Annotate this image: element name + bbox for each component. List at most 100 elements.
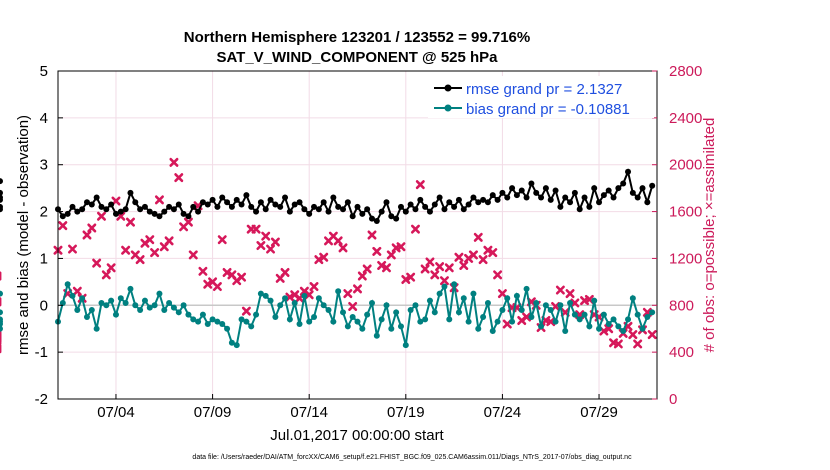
obs-marker [212, 282, 222, 292]
obs-marker-stroke [444, 263, 454, 273]
bias-point [204, 321, 211, 328]
rmse-point [262, 206, 269, 213]
obs-marker-stroke [377, 260, 387, 270]
obs-marker-stroke [198, 266, 208, 276]
obs-marker [454, 252, 464, 262]
y-right-tick-label: 800 [669, 297, 694, 314]
bias-point [591, 297, 598, 304]
obs-marker-stroke [111, 196, 121, 206]
bias-point [79, 295, 86, 302]
grid [58, 70, 657, 400]
obs-marker [87, 223, 97, 233]
obs-marker-stroke [82, 230, 92, 240]
rmse-point [204, 201, 211, 208]
bias-point [634, 311, 641, 318]
bias-point [103, 302, 110, 309]
bias-point [127, 285, 134, 292]
rmse-point [122, 206, 129, 213]
bias-point [417, 318, 424, 325]
bias-point [455, 309, 462, 316]
rmse-point [146, 208, 153, 215]
bias-point [93, 325, 100, 332]
bias-point [199, 311, 206, 318]
bias-point [301, 292, 308, 299]
rmse-point [552, 187, 559, 194]
bias-point [195, 318, 202, 325]
rmse-point [117, 208, 124, 215]
obs-marker-stroke [241, 306, 251, 316]
rmse-point [538, 194, 545, 201]
obs-marker [613, 339, 623, 349]
obs-marker-stroke [396, 242, 406, 252]
obs-marker [145, 235, 155, 245]
obs-marker-stroke [338, 243, 348, 253]
obs-marker-stroke [613, 339, 623, 349]
bias-point [137, 306, 144, 313]
bias-point [166, 299, 173, 306]
bias-point [311, 314, 318, 320]
bias-point [644, 314, 651, 320]
rmse-point [581, 194, 588, 201]
bias-point [354, 318, 361, 325]
obs-marker-stroke [96, 211, 106, 221]
bias-point [499, 306, 506, 313]
bias-point [315, 295, 322, 302]
obs-marker-stroke [565, 289, 575, 299]
bias-point [576, 316, 583, 323]
rmse-point [0, 203, 3, 210]
bias-point [132, 302, 139, 309]
obs-marker [381, 263, 391, 273]
y-left-tick-label: 0 [40, 297, 48, 314]
obs-marker [459, 260, 469, 270]
rmse-point [393, 215, 400, 222]
bias-point [175, 309, 182, 316]
bias-point [330, 318, 337, 325]
bias-point [639, 325, 646, 332]
obs-marker-stroke [372, 246, 382, 256]
bias-point [209, 316, 216, 323]
bias-point [475, 325, 482, 332]
rmse-point [214, 203, 221, 210]
bias-point [494, 318, 501, 325]
obs-marker [473, 232, 483, 242]
y-axis-right-label: # of obs: o=possible; ×=assimilated [701, 118, 718, 353]
bias-point [586, 323, 593, 330]
bias-point [489, 328, 496, 335]
bias-point [224, 325, 231, 332]
rmse-point [364, 206, 371, 213]
bias-point [528, 314, 535, 320]
y-right-tick-label: 2400 [669, 110, 702, 127]
bias-point [238, 316, 245, 323]
bias-point [649, 309, 656, 316]
obs-assimilated-series [0, 157, 657, 354]
rmse-point [248, 203, 255, 210]
obs-marker-stroke [497, 289, 507, 299]
chart-subtitle: SAT_V_WIND_COMPONENT @ 525 hPa [216, 49, 498, 66]
obs-marker-stroke [299, 286, 309, 296]
bias-point [533, 299, 540, 306]
bias-point [397, 323, 404, 330]
bias-point [378, 316, 385, 323]
bias-point [368, 299, 375, 306]
legend-rmse-marker [444, 84, 452, 92]
rmse-point [291, 201, 298, 208]
obs-marker-stroke [406, 272, 416, 282]
obs-marker-stroke [208, 277, 218, 287]
y-left-tick-label: -1 [35, 344, 48, 361]
obs-marker-stroke [203, 279, 213, 289]
y-left-tick-label: 2 [40, 204, 48, 221]
obs-marker-stroke [125, 217, 135, 227]
rmse-point [576, 206, 583, 213]
bias-point [446, 316, 453, 323]
bias-point [267, 297, 274, 304]
rmse-point [586, 203, 593, 210]
bias-point [291, 299, 298, 306]
obs-marker-stroke [546, 317, 556, 327]
rmse-point [359, 210, 366, 217]
rmse-point [455, 196, 462, 203]
obs-marker-stroke [174, 173, 184, 183]
obs-marker-stroke [343, 289, 353, 299]
obs-marker [106, 263, 116, 273]
bias-point [253, 311, 260, 318]
bias-point [74, 306, 81, 313]
